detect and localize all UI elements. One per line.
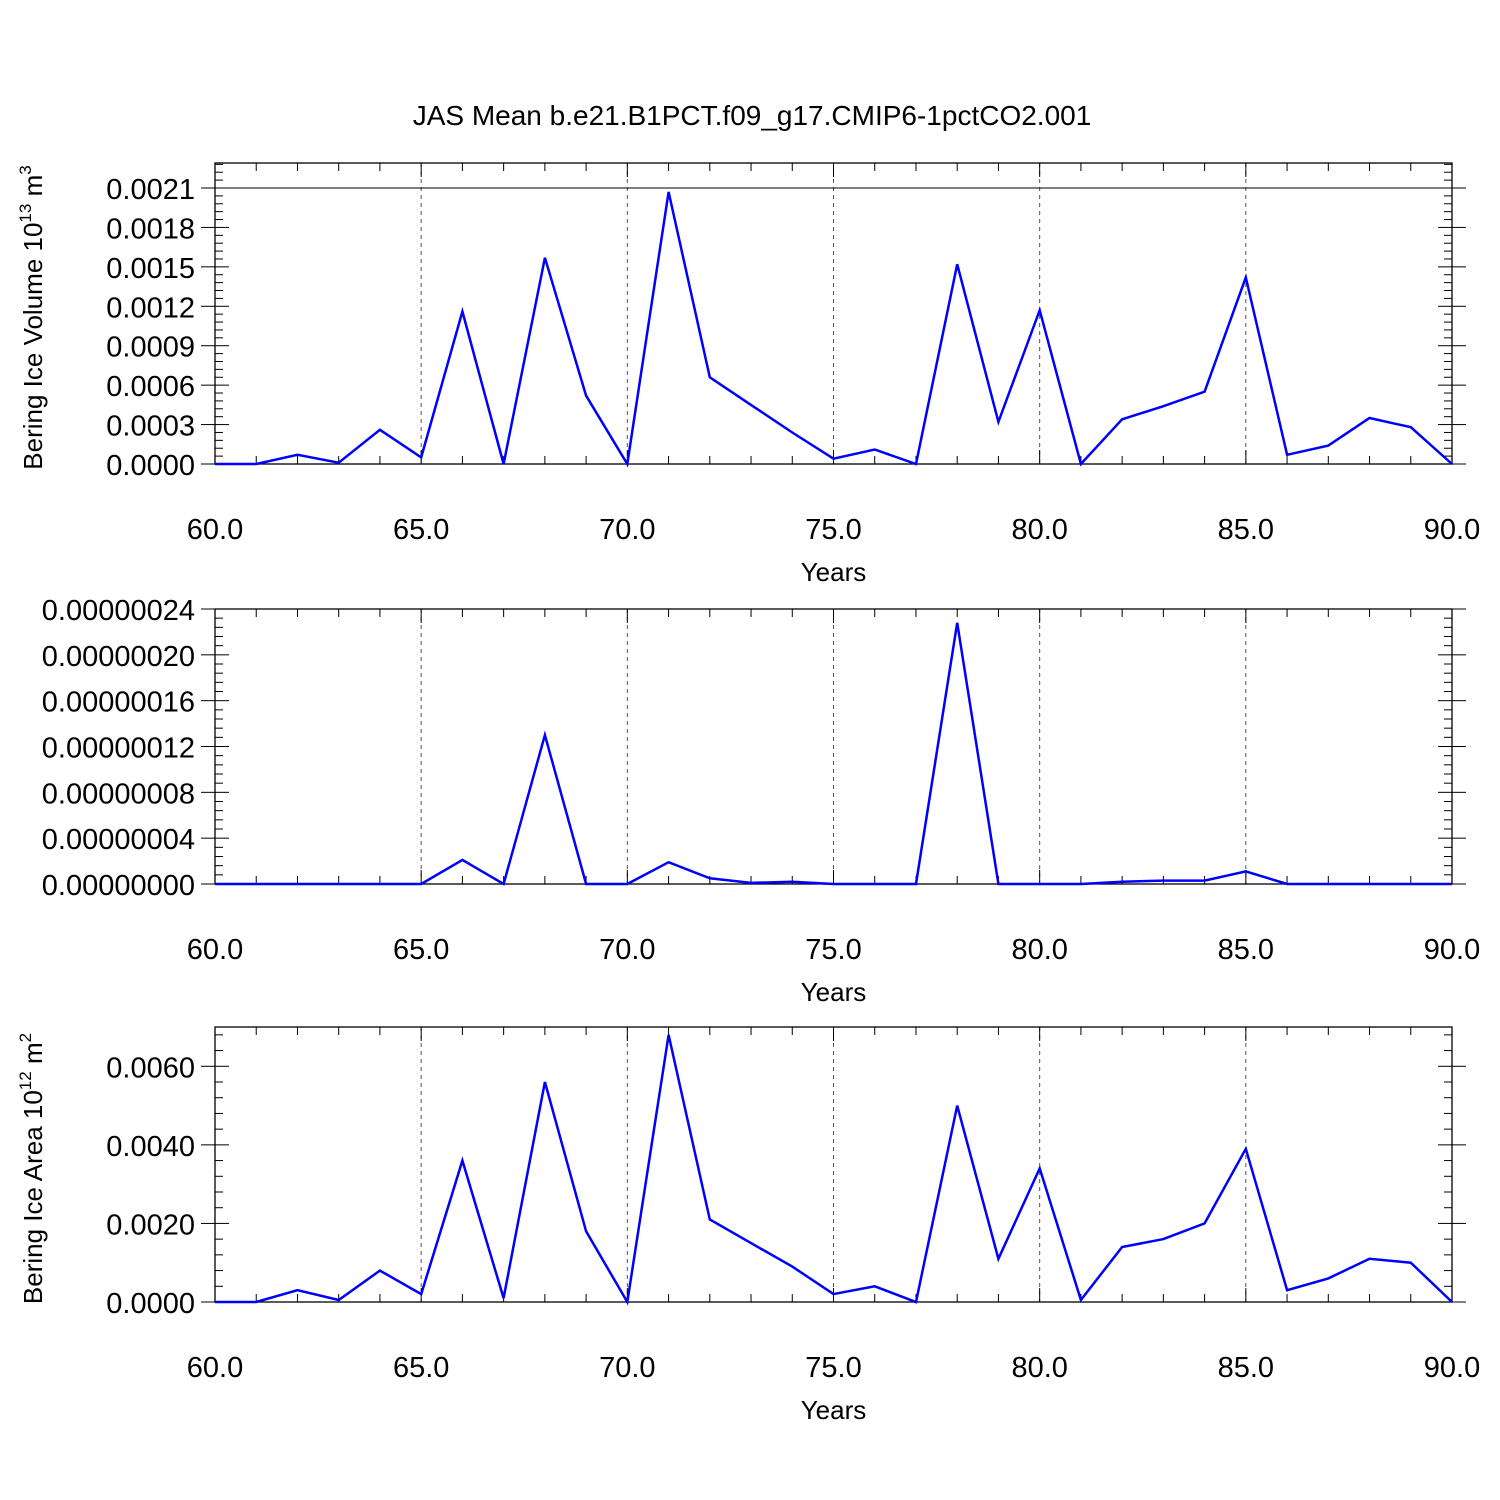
x-tick-label: 70.0 <box>599 514 655 546</box>
y-tick-label: 0.0018 <box>106 213 195 245</box>
x-tick-label: 80.0 <box>1011 934 1067 966</box>
y-tick-label: 0.0000 <box>106 450 195 482</box>
y-axis-title-superscript: 13 <box>16 204 35 223</box>
x-tick-label: 60.0 <box>187 934 243 966</box>
x-tick-label: 65.0 <box>393 1352 449 1384</box>
x-tick-label: 75.0 <box>805 934 861 966</box>
chart-title: JAS Mean b.e21.B1PCT.f09_g17.CMIP6-1pctC… <box>413 100 1092 131</box>
x-axis-title: Years <box>801 977 867 1007</box>
chart-panel-1: 60.0 65.0 70.0 75.0 80.0 85.0 90.0 Years 0.0000 0… <box>16 162 1480 587</box>
y-tick-label: 0.0006 <box>106 371 195 403</box>
y-tick-label: 0.0015 <box>106 253 195 285</box>
y-tick-label: 0.0009 <box>106 332 195 364</box>
x-tick-label: 85.0 <box>1218 514 1274 546</box>
series-line <box>215 191 1453 468</box>
y-tick-label: 0.0020 <box>106 1209 195 1241</box>
y-axis-title: Bering Ice Volume 1013 m3 <box>16 165 48 469</box>
x-tick-label: 75.0 <box>805 1352 861 1384</box>
x-tick-label: 70.0 <box>599 1352 655 1384</box>
x-tick-label: 65.0 <box>393 514 449 546</box>
series-line <box>215 1034 1453 1306</box>
y-tick-label: 0.00000024 <box>42 595 195 627</box>
x-tick-label: 80.0 <box>1011 514 1067 546</box>
chart-panel-2: 60.0 65.0 70.0 75.0 80.0 85.0 90.0 Years 0.00000… <box>42 595 1480 1007</box>
y-axis-title: Bering Ice Area 1012 m2 <box>16 1033 48 1304</box>
x-axis-title: Years <box>801 557 867 587</box>
x-tick-label: 65.0 <box>393 934 449 966</box>
x-tick-label: 80.0 <box>1011 1352 1067 1384</box>
y-tick-label: 0.00000016 <box>42 687 195 719</box>
y-tick-label: 0.00000012 <box>42 733 195 765</box>
x-tick-label: 90.0 <box>1424 1352 1480 1384</box>
y-axis-title-part: m <box>18 1042 48 1071</box>
plot-frame <box>214 162 1453 465</box>
y-tick-label: 0.0040 <box>106 1131 195 1163</box>
y-tick-label: 0.00000008 <box>42 778 195 810</box>
x-tick-label: 85.0 <box>1218 1352 1274 1384</box>
y-axis-title-part: m <box>18 175 48 204</box>
x-tick-label: 60.0 <box>187 1352 243 1384</box>
y-tick-label: 0.0021 <box>106 174 195 206</box>
y-tick-label: 0.0060 <box>106 1052 195 1084</box>
y-axis-title-superscript: 3 <box>16 165 35 174</box>
y-tick-label: 0.00000004 <box>42 824 195 856</box>
x-tick-label: 90.0 <box>1424 934 1480 966</box>
x-tick-label: 75.0 <box>805 514 861 546</box>
x-axis-title: Years <box>801 1395 867 1425</box>
y-axis-title-part: Bering Ice Area 10 <box>18 1090 48 1304</box>
x-tick-label: 90.0 <box>1424 514 1480 546</box>
y-tick-label: 0.0000 <box>106 1288 195 1320</box>
x-tick-label: 85.0 <box>1218 934 1274 966</box>
chart-panel-3: 60.0 65.0 70.0 75.0 80.0 85.0 90.0 Years 0.0000 0… <box>16 1026 1480 1425</box>
y-tick-label: 0.00000020 <box>42 641 195 673</box>
y-axis-title-superscript: 2 <box>16 1033 35 1042</box>
x-tick-label: 70.0 <box>599 934 655 966</box>
y-tick-label: 0.00000000 <box>42 870 195 902</box>
y-tick-label: 0.0012 <box>106 292 195 324</box>
y-axis-title-superscript: 12 <box>16 1071 35 1090</box>
x-tick-label: 60.0 <box>187 514 243 546</box>
y-tick-label: 0.0003 <box>106 411 195 443</box>
y-axis-title-part: Bering Ice Volume 10 <box>18 223 48 470</box>
